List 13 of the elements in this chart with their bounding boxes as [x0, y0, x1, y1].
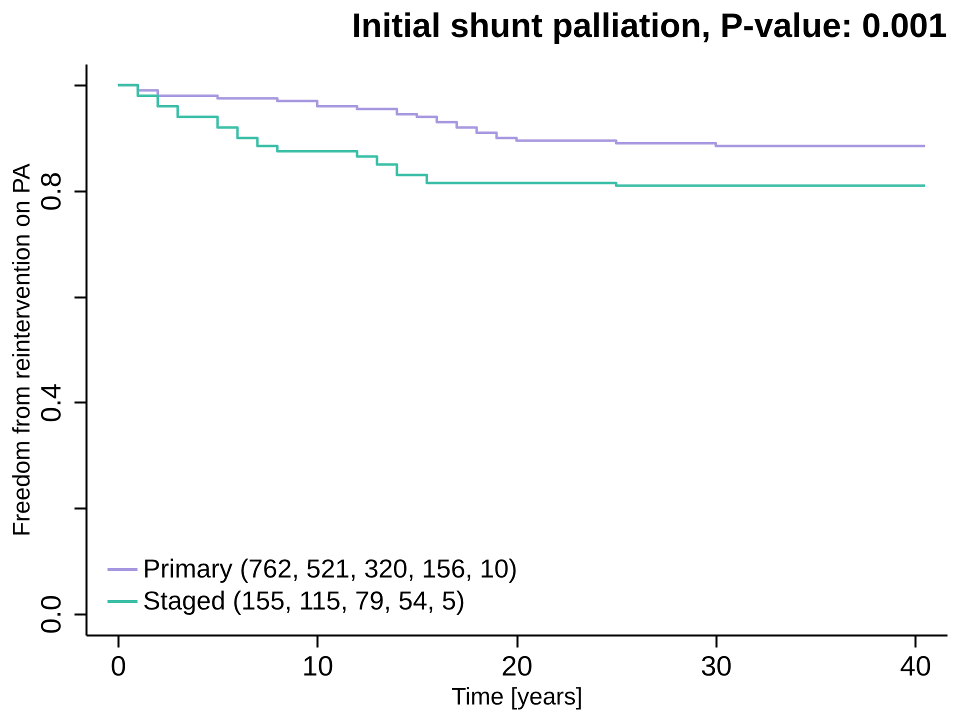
y-tick-label: 0.4	[36, 383, 66, 422]
legend-label: Staged (155, 115, 79, 54, 5)	[143, 586, 465, 616]
x-axis-title: Time [years]	[451, 684, 583, 710]
x-tick-label: 30	[700, 650, 732, 682]
x-tick-label: 20	[501, 650, 533, 682]
y-tick-label: 0.0	[36, 594, 66, 634]
y-axis-title: Freedom from reintervention on PA	[8, 163, 36, 537]
x-tick-label: 40	[900, 650, 932, 682]
x-tick-label: 10	[302, 650, 334, 682]
legend-label: Primary (762, 521, 320, 156, 10)	[143, 554, 518, 584]
y-tick-label: 0.8	[36, 172, 66, 211]
x-tick-label: 0	[110, 650, 126, 682]
chart-title: Initial shunt palliation, P-value: 0.001	[352, 7, 947, 45]
